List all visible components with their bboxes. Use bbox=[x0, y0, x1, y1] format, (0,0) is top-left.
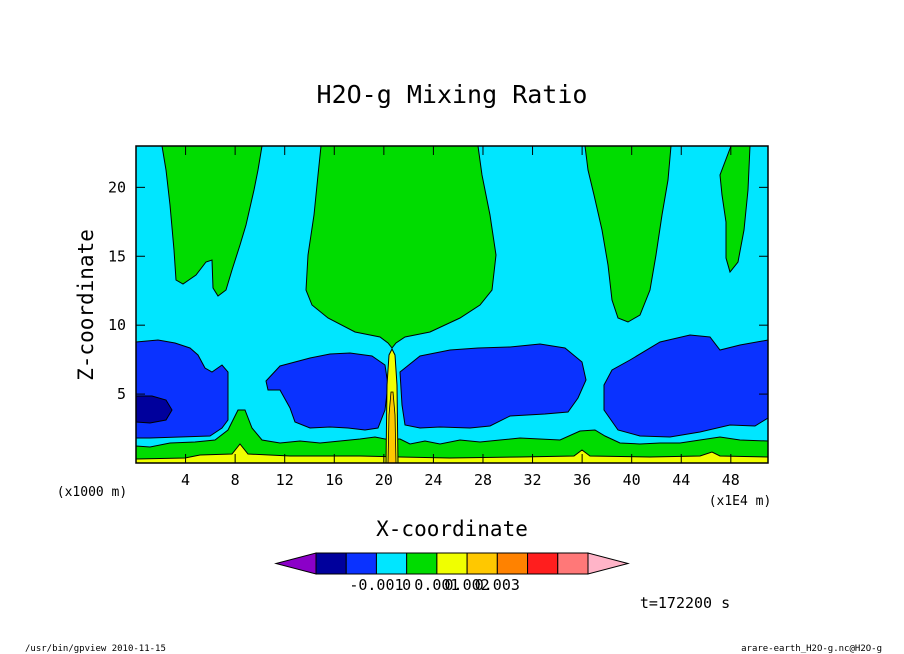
region-green-surface bbox=[136, 409, 768, 463]
colorbar-swatch bbox=[466, 552, 498, 575]
colorbar-swatch bbox=[496, 552, 529, 575]
x-tick-label: 4 bbox=[181, 471, 190, 489]
colorbar-swatch bbox=[345, 552, 377, 575]
x-tick-label: 36 bbox=[573, 471, 591, 489]
x-tick-label: 40 bbox=[623, 471, 641, 489]
contour-field bbox=[136, 146, 768, 463]
y-axis-ticks: 5 10 15 20 bbox=[108, 178, 768, 403]
footer-right: arare-earth_H2O-g.nc@H2O-g bbox=[741, 644, 882, 654]
chart-title: H2O-g Mixing Ratio bbox=[317, 80, 588, 109]
x-tick-label: 20 bbox=[375, 471, 393, 489]
x-tick-label: 8 bbox=[231, 471, 240, 489]
x-tick-label: 28 bbox=[474, 471, 492, 489]
colorbar-swatch bbox=[527, 552, 559, 575]
colorbar-swatch bbox=[436, 552, 468, 575]
colorbar-swatch bbox=[375, 552, 408, 575]
region-green-plume-center bbox=[305, 146, 497, 349]
x-tick-label: 32 bbox=[524, 471, 542, 489]
x-tick-label: 48 bbox=[722, 471, 740, 489]
y-tick-label: 10 bbox=[108, 316, 126, 334]
region-yellow-surface bbox=[136, 443, 768, 463]
y-tick-label: 20 bbox=[108, 178, 126, 196]
footer-left: /usr/bin/gpview 2010-11-15 bbox=[25, 644, 166, 654]
x-tick-label: 44 bbox=[672, 471, 690, 489]
y-axis-label: Z-coordinate bbox=[74, 229, 98, 381]
x-tick-label: 12 bbox=[276, 471, 294, 489]
x-axis-label: X-coordinate bbox=[376, 517, 528, 541]
y-unit-label: (x1000 m) bbox=[57, 485, 127, 500]
region-orange-spike bbox=[387, 391, 397, 463]
colorbar-tick-label: 0.001 bbox=[414, 576, 459, 594]
x-unit-label: (x1E4 m) bbox=[709, 494, 772, 509]
colorbar-swatch bbox=[315, 552, 347, 575]
colorbar-arrow-low bbox=[274, 552, 317, 575]
colorbar-arrow-high bbox=[587, 552, 630, 575]
colorbar-swatch bbox=[406, 552, 438, 575]
time-label: t=172200 s bbox=[640, 594, 730, 612]
region-darkblue-core bbox=[136, 395, 173, 424]
colorbar-tick-label: 0.002 bbox=[445, 576, 490, 594]
x-axis-ticks: 4 8 12 16 20 24 28 32 36 40 44 48 bbox=[181, 146, 740, 489]
colorbar-tick-label: 0.003 bbox=[475, 576, 520, 594]
colorbar-tick-label: -0.001 bbox=[349, 576, 403, 594]
x-tick-label: 16 bbox=[325, 471, 343, 489]
region-green-plume-far-right bbox=[719, 146, 751, 274]
x-tick-label: 24 bbox=[424, 471, 442, 489]
region-blue-layer-right bbox=[603, 334, 768, 438]
colorbar-swatch bbox=[557, 552, 589, 575]
y-tick-label: 5 bbox=[117, 385, 126, 403]
y-tick-label: 15 bbox=[108, 247, 126, 265]
region-blue-layer-center-right bbox=[399, 343, 587, 429]
colorbar-tick-label: 0 bbox=[402, 576, 411, 594]
plot-frame bbox=[135, 145, 769, 464]
region-blue-layer-center-left bbox=[265, 352, 389, 431]
region-green-plume-right bbox=[584, 146, 672, 323]
region-green-plume-left bbox=[161, 146, 263, 297]
